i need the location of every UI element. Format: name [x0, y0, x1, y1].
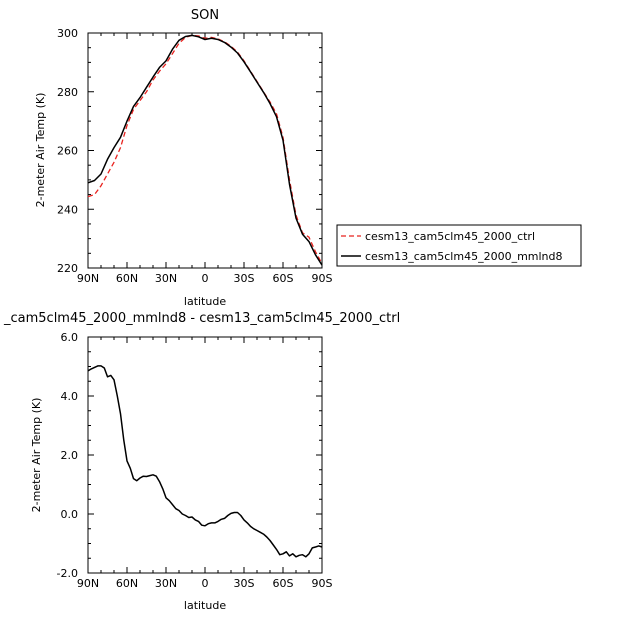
bottom-chart-y-tick-label: -2.0 — [57, 567, 78, 580]
top-chart-series-line-1 — [87, 34, 323, 266]
bottom-chart-x-tick-labels: 90N 60N 30N 0 30S 60S 90S — [77, 577, 333, 590]
top-chart-x-tick-label: 0 — [202, 272, 209, 285]
bottom-chart-x-tick-label: 30N — [155, 577, 177, 590]
top-chart-y-tick-label: 220 — [57, 262, 78, 275]
top-chart-x-tick-labels: 90N 60N 30N 0 30S 60S 90S — [77, 272, 333, 285]
top-chart-y-axis-label: 2-meter Air Temp (K) — [34, 93, 47, 208]
top-chart-x-tick-label: 60S — [273, 272, 294, 285]
legend: cesm13_cam5clm45_2000_ctrl cesm13_cam5cl… — [336, 224, 582, 267]
top-chart-y-tick-label: 240 — [57, 203, 78, 216]
bottom-chart-series-line-0 — [87, 365, 323, 558]
top-chart-x-tick-label: 90N — [77, 272, 99, 285]
legend-entry-mmlnd8: cesm13_cam5clm45_2000_mmlnd8 — [365, 250, 563, 263]
bottom-chart-tick-marks — [87, 336, 323, 574]
top-chart-y-tick-label: 300 — [57, 27, 78, 40]
top-chart-title: SON — [191, 8, 219, 23]
bottom-chart-x-tick-label: 90N — [77, 577, 99, 590]
legend-box — [336, 224, 582, 267]
top-chart-x-axis-label: latitude — [184, 295, 226, 308]
bottom-chart-x-tick-label: 60N — [116, 577, 138, 590]
bottom-chart-y-tick-label: 2.0 — [61, 449, 79, 462]
top-chart-series-lines — [87, 34, 323, 266]
bottom-chart-y-tick-label: 4.0 — [61, 390, 79, 403]
top-chart-panel: SON 90N 60N 30N 0 30S 60S 90S 220240260280300 … — [34, 8, 333, 308]
bottom-chart-y-axis-label: 2-meter Air Temp (K) — [30, 398, 43, 513]
top-chart-tick-marks — [87, 32, 323, 269]
top-chart-frame — [87, 32, 323, 269]
bottom-chart-x-tick-label: 60S — [273, 577, 294, 590]
bottom-chart-x-tick-label: 90S — [312, 577, 333, 590]
bottom-chart-y-tick-labels: -2.0 0.0 2.0 4.0 6.0 — [57, 331, 78, 580]
bottom-chart-x-axis-label: latitude — [184, 599, 226, 612]
bottom-chart-x-tick-label: 0 — [202, 577, 209, 590]
bottom-chart-title: _cam5clm45_2000_mmlnd8 - cesm13_cam5clm4… — [3, 311, 400, 326]
bottom-chart-series-lines — [87, 365, 323, 558]
top-chart-x-tick-label: 90S — [312, 272, 333, 285]
top-chart-series-line-0 — [87, 34, 323, 264]
bottom-chart-panel: _cam5clm45_2000_mmlnd8 - cesm13_cam5clm4… — [3, 311, 400, 612]
bottom-chart-y-tick-label: 0.0 — [61, 508, 79, 521]
bottom-chart-frame — [87, 336, 323, 574]
bottom-chart-x-tick-label: 30S — [234, 577, 255, 590]
top-chart-y-tick-label: 260 — [57, 145, 78, 158]
top-chart-x-tick-label: 60N — [116, 272, 138, 285]
bottom-chart-y-tick-label: 6.0 — [61, 331, 79, 344]
top-chart-y-tick-labels: 220 240 260 280 300 — [57, 27, 78, 275]
top-chart-x-tick-label: 30N — [155, 272, 177, 285]
top-chart-y-tick-label: 280 — [57, 86, 78, 99]
top-chart-x-tick-label: 30S — [234, 272, 255, 285]
legend-entry-ctrl: cesm13_cam5clm45_2000_ctrl — [365, 230, 535, 243]
